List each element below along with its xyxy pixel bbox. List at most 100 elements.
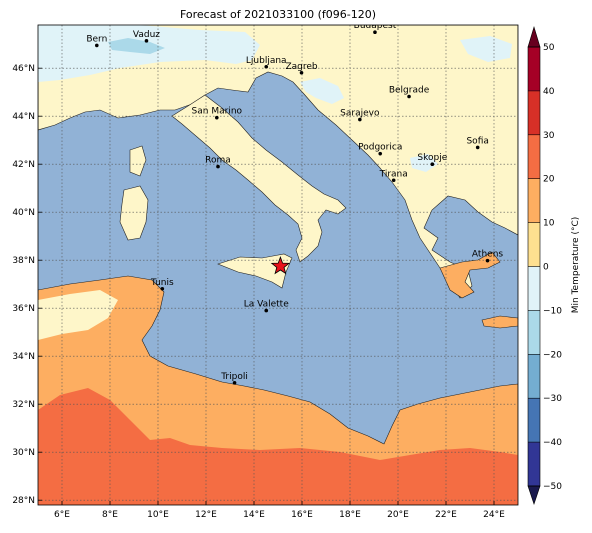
city-dot [160,286,165,291]
colorbar-segment [528,442,540,486]
crete-island [481,315,518,329]
city-label: Podgorica [358,143,402,153]
colorbar-tick-label: 10 [543,219,555,229]
y-tick-label: 30°N [12,448,35,458]
city-label: Athens [472,250,503,260]
x-tick-label: 16°E [291,510,313,520]
colorbar-segment [528,47,540,91]
y-tick-label: 34°N [12,352,35,362]
colorbar-tick-label: 30 [543,131,555,141]
y-tick-label: 46°N [12,64,35,74]
y-tick-label: 28°N [12,496,35,506]
city-dot [358,117,362,122]
colorbar-tick-label: 0 [543,263,549,273]
x-tick-label: 22°E [435,510,457,520]
city-label: Bern [86,34,107,44]
y-tick-label: 32°N [12,400,35,410]
city-dot [264,308,269,313]
city-dot [407,94,411,99]
sardinia-landmass [119,185,149,241]
city-dot [216,164,220,169]
city-label: Zagreb [285,62,317,72]
colorbar-segment [528,178,540,223]
city-dot [373,30,377,34]
city-label: Vaduz [133,30,160,40]
x-tick-label: 20°E [387,510,409,520]
colorbar-tick-label: 20 [543,175,555,185]
tunisia-cool-area [38,290,118,340]
alpine-colder-area [108,38,165,54]
city-label: Sarajevo [340,109,380,119]
adriatic-coast-cold-area [410,154,438,172]
x-axis-ticks: 6°E 8°E 10°E 12°E 14°E 16°E 18°E 20°E 22°E 24°E [54,501,505,520]
sicily-landmass [217,253,293,289]
colorbar-segment [528,222,540,267]
balkan-cold-area [300,78,344,104]
colorbar-segment [528,266,540,311]
colorbar-tick-label: 40 [543,87,555,97]
colorbar: 50 40 30 20 10 0 −10 −20 −30 −40 −50 [527,25,562,505]
city-label: Tripoli [220,372,248,382]
city-dot [378,151,383,156]
city-label: La Valette [244,300,289,310]
city-dot [264,64,269,69]
city-dot [144,39,149,43]
colorbar-tick-label: 50 [543,43,555,53]
y-tick-label: 44°N [12,112,35,122]
city-label: Roma [205,156,231,166]
y-tick-label: 38°N [12,256,35,266]
y-tick-label: 40°N [12,208,35,218]
city-dot [215,115,219,120]
x-tick-label: 18°E [339,510,361,520]
city-label: Ljubljana [246,56,287,66]
event-location-star-icon [270,256,291,275]
x-tick-label: 8°E [102,510,118,520]
colorbar-segment [528,398,540,443]
city-dot [95,43,99,48]
y-tick-label: 42°N [12,160,35,170]
colorbar-tick-label: −50 [543,482,562,492]
colorbar-label: Min Temperature (°C) [571,217,581,314]
x-tick-label: 14°E [243,510,265,520]
colorbar-segment [528,134,540,179]
city-dot [475,145,480,150]
city-label: Tirana [379,169,408,179]
x-tick-label: 24°E [483,510,505,520]
map-frame [37,24,519,506]
italy-landmass [171,94,347,263]
colorbar-tick-label: −10 [543,306,562,316]
city-label: Budapest [354,21,397,31]
city-dot [485,258,490,263]
colorbar-tick-label: −40 [543,438,562,448]
y-axis-ticks: 46°N 44°N 42°N 40°N 38°N 36°N 34°N 32°N 30°N 28°N [12,64,42,506]
city-label: Skopje [417,153,447,163]
x-tick-label: 12°E [195,510,217,520]
north-africa-hot-area [38,388,518,505]
city-label: Tunis [150,278,174,288]
x-tick-label: 6°E [54,510,70,520]
colorbar-tick-label: −20 [543,350,562,360]
colorbar-top-extend [527,25,541,48]
greece-peninsula [439,251,501,299]
colorbar-segment [528,310,540,355]
map-title: Forecast of 2021033100 (f096-120) [180,8,376,21]
city-label: San Marino [192,107,243,117]
graticule [38,25,518,505]
europe-landmass [38,25,518,299]
y-tick-label: 36°N [12,304,35,314]
city-dot [430,162,435,166]
city-dot [391,178,396,183]
city-label: Belgrade [389,86,430,96]
corsica-landmass [129,145,147,177]
colorbar-bottom-extend [527,485,541,505]
colorbar-segment [528,354,540,399]
city-dot [232,381,237,385]
city-dot [299,70,304,75]
x-tick-label: 10°E [147,510,169,520]
east-cold-area [460,36,512,62]
colorbar-segment [528,90,540,135]
city-label: Sofia [466,136,488,146]
